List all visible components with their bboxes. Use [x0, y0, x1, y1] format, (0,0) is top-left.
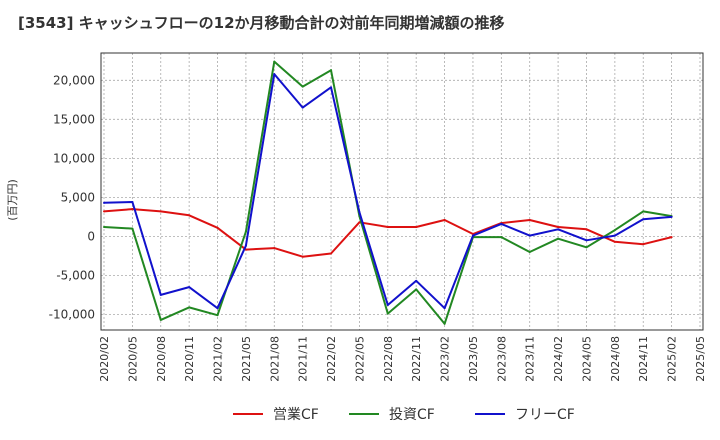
data-point [670, 215, 673, 218]
plot-frame [100, 52, 704, 331]
legend-label-1: 投資CF [389, 407, 435, 423]
data-point [613, 240, 616, 243]
data-point [528, 218, 531, 221]
data-point [244, 230, 247, 233]
data-point [103, 226, 105, 229]
y-tick-label: 10,000 [53, 151, 95, 165]
data-point [273, 73, 276, 76]
y-tick-label: 5,000 [61, 190, 95, 204]
data-point [216, 226, 219, 229]
data-point [642, 218, 645, 221]
data-point [159, 210, 162, 213]
data-point [188, 214, 191, 217]
series-layer [103, 60, 673, 325]
x-tick-label: 2021/11 [297, 336, 310, 382]
data-point [216, 307, 219, 310]
y-tick-label: 20,000 [53, 73, 95, 87]
data-point [528, 234, 531, 237]
y-tick-label: 0 [87, 229, 95, 243]
x-tick-label: 2025/05 [694, 336, 707, 382]
data-point [642, 243, 645, 246]
x-tick-label: 2024/11 [637, 336, 650, 382]
x-tick-label: 2024/05 [580, 336, 593, 382]
axis-layer: -10,000 -5,000 0 5,000 10,000 15,000 20,000 202… [49, 73, 707, 381]
data-point [330, 69, 333, 72]
data-point [528, 250, 531, 253]
x-tick-label: 2020/08 [155, 336, 168, 382]
data-point [131, 227, 134, 230]
chart-title: [3543] キャッシュフローの12か月移動合計の対前年同期増減額の推移 [18, 14, 505, 32]
x-tick-label: 2023/11 [524, 336, 537, 382]
x-tick-label: 2022/11 [410, 336, 423, 382]
data-point [415, 288, 418, 291]
data-point [131, 201, 134, 204]
grid-layer [101, 53, 703, 330]
data-point [159, 318, 162, 321]
data-point [585, 246, 588, 249]
x-tick-label: 2020/02 [98, 336, 111, 382]
plot-background [101, 53, 703, 330]
data-point [500, 222, 503, 225]
data-point [585, 228, 588, 231]
data-point [613, 229, 616, 232]
data-point [386, 312, 389, 315]
data-point [585, 239, 588, 242]
data-point [415, 279, 418, 282]
data-point [670, 236, 673, 239]
data-point [330, 86, 333, 89]
x-tick-label: 2021/02 [212, 336, 225, 382]
data-point [273, 60, 276, 63]
x-tick-label: 2021/08 [268, 336, 281, 382]
x-tick-label: 2021/05 [240, 336, 253, 382]
data-point [131, 208, 134, 211]
data-point [103, 201, 105, 204]
data-point [443, 307, 446, 310]
y-axis-label: (百万円) [6, 179, 19, 221]
y-tick-label: -10,000 [49, 307, 95, 321]
legend-label-0: 営業CF [273, 407, 319, 423]
data-point [273, 247, 276, 250]
data-point [613, 234, 616, 237]
data-point [386, 226, 389, 229]
data-point [216, 314, 219, 317]
data-point [500, 236, 503, 239]
data-point [471, 234, 474, 237]
data-point [188, 306, 191, 309]
data-point [443, 322, 446, 325]
x-tick-label: 2025/02 [666, 336, 679, 382]
x-tick-label: 2020/05 [126, 336, 139, 382]
x-tick-label: 2023/02 [439, 336, 452, 382]
x-tick-label: 2024/08 [609, 336, 622, 382]
x-tick-label: 2024/02 [552, 336, 565, 382]
data-point [415, 226, 418, 229]
x-tick-label: 2022/08 [382, 336, 395, 382]
data-point [244, 244, 247, 247]
data-point [330, 252, 333, 255]
y-tick-label: -5,000 [56, 268, 95, 282]
data-point [103, 210, 105, 213]
data-point [557, 226, 560, 229]
data-point [358, 211, 361, 214]
data-point [557, 228, 560, 231]
legend-label-2: フリーCF [515, 407, 575, 423]
x-tick-label: 2022/02 [325, 336, 338, 382]
data-point [159, 293, 162, 296]
data-point [557, 237, 560, 240]
data-point [301, 85, 304, 88]
data-point [188, 286, 191, 289]
x-tick-label: 2023/08 [495, 336, 508, 382]
data-point [386, 304, 389, 307]
data-point [301, 106, 304, 109]
data-point [443, 218, 446, 221]
data-point [301, 255, 304, 258]
x-tick-label: 2022/05 [353, 336, 366, 382]
legend: 営業CF 投資CF フリーCF [233, 407, 575, 423]
x-tick-label: 2023/05 [467, 336, 480, 382]
data-point [358, 221, 361, 224]
x-tick-label: 2020/11 [183, 336, 196, 382]
data-point [642, 210, 645, 213]
y-tick-label: 15,000 [53, 112, 95, 126]
